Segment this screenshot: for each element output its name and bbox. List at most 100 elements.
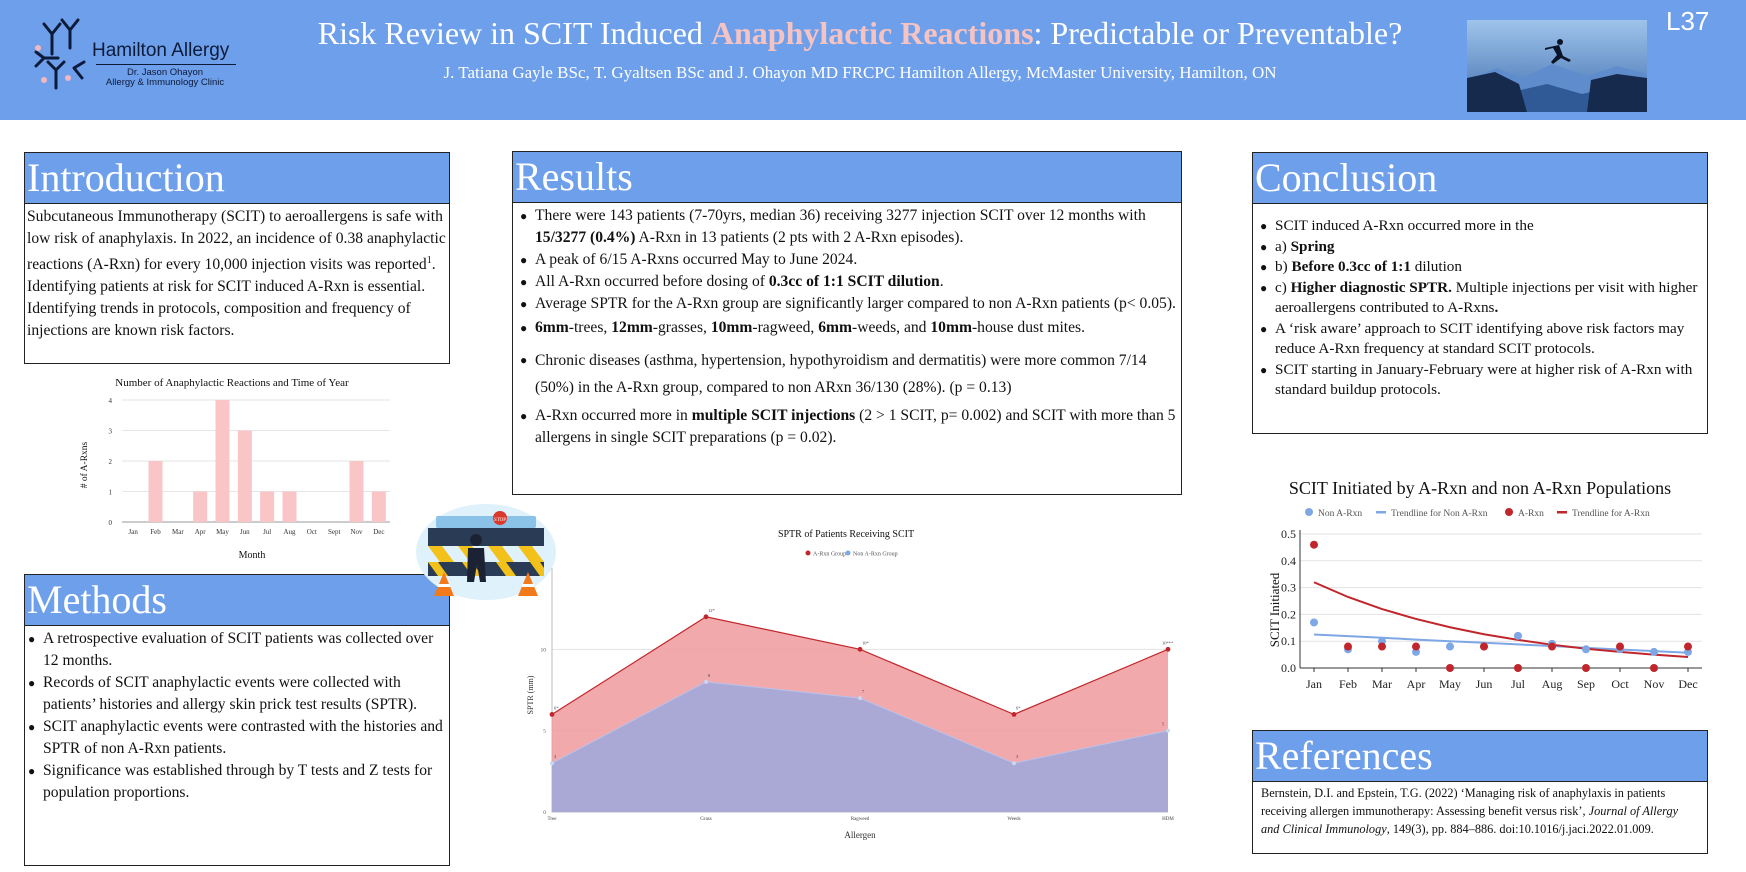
results-bold: 15/3277 (0.4%) <box>535 229 636 246</box>
logo: Hamilton Allergy Dr. Jason Ohayon Allerg… <box>30 18 250 98</box>
methods-body: A retrospective evaluation of SCIT patie… <box>25 626 449 804</box>
bar-xtick-label: Oct <box>307 528 317 536</box>
legend-trend-non-a-rxn-marker <box>1376 511 1386 514</box>
results-body: There were 143 patients (7-70yrs, median… <box>513 203 1181 449</box>
non-a-rxn-point <box>1310 618 1318 627</box>
scatter-xtick-label: May <box>1439 677 1461 691</box>
results-text: All A-Rxn occurred before dosing of <box>535 273 769 290</box>
results-item-multiple: A-Rxn occurred more in multiple SCIT inj… <box>515 405 1179 449</box>
bar-ytick-label: 0 <box>109 519 113 527</box>
results-bold: 12mm <box>611 319 653 336</box>
non-a-rxn-point <box>1012 761 1016 766</box>
results-bold: 10mm <box>930 319 972 336</box>
a-rxn-point <box>1310 540 1318 549</box>
legend-a-rxn-marker <box>1505 508 1513 516</box>
cliff-jump-photo <box>1467 20 1647 112</box>
methods-panel: Methods A retrospective evaluation of SC… <box>24 574 450 866</box>
introduction-text-1: Subcutaneous Immunotherapy (SCIT) to aer… <box>27 208 446 274</box>
results-text: There were 143 patients (7-70yrs, median… <box>535 207 1146 224</box>
scatter-xtick-label: Nov <box>1644 677 1665 691</box>
bar <box>282 491 297 522</box>
introduction-paragraph-2: Identifying patients at risk for SCIT in… <box>27 278 426 340</box>
area-xtick-label: Ragweed <box>851 817 870 822</box>
conclusion-panel: Conclusion SCIT induced A-Rxn occurred m… <box>1252 152 1708 434</box>
legend-trend-a-rxn-label: Trendline for A-Rxn <box>1572 508 1650 519</box>
a-rxn-data-label: 10*** <box>1162 640 1174 645</box>
results-panel: Results There were 143 patients (7-70yrs… <box>512 151 1182 495</box>
area-ytick-label: 0 <box>543 810 546 816</box>
conclusion-item: A ‘risk aware’ approach to SCIT identify… <box>1259 319 1705 360</box>
conclusion-item: b) Before 0.3cc of 1:1 dilution <box>1259 257 1705 278</box>
results-item-patients: There were 143 patients (7-70yrs, median… <box>515 205 1179 249</box>
scatter-ytick-label: 0.0 <box>1281 661 1296 675</box>
bar-xtick-label: Apr <box>195 528 207 536</box>
scatter-xtick-label: Jul <box>1511 677 1526 691</box>
area-ytick-label: 5 <box>543 729 546 735</box>
non-a-rxn-point <box>704 679 708 684</box>
conclusion-bold: Higher diagnostic SPTR. <box>1290 278 1452 296</box>
results-bold: multiple SCIT injections <box>691 407 856 424</box>
a-rxn-point <box>1480 642 1488 651</box>
a-rxn-point <box>549 712 555 717</box>
methods-heading: Methods <box>25 575 449 626</box>
bar <box>237 430 252 522</box>
results-text: -trees, <box>568 319 612 336</box>
results-text: -grasses, <box>652 319 711 336</box>
bar-ytick-label: 2 <box>109 458 113 466</box>
results-text: -ragweed, <box>752 319 819 336</box>
results-bold: 0.3cc of 1:1 SCIT dilution <box>768 273 940 290</box>
bar-chart-ylabel: # of A-Rxns <box>79 441 90 488</box>
results-text: -weeds, and <box>852 319 931 336</box>
introduction-panel: Introduction Subcutaneous Immunotherapy … <box>24 152 450 364</box>
scatter-xtick-label: Sep <box>1577 677 1595 691</box>
conclusion-text: dilution <box>1410 258 1462 275</box>
results-item-chronic: Chronic diseases (asthma, hypertension, … <box>515 347 1179 401</box>
scatter-ytick-label: 0.4 <box>1281 554 1296 568</box>
area-xtick-label: Tree <box>548 817 558 822</box>
results-text: A-Rxn in 13 patients (2 pts with 2 A-Rxn… <box>635 229 964 246</box>
results-bold: 10mm <box>710 319 753 336</box>
introduction-heading: Introduction <box>25 153 449 204</box>
results-item-sizes: 6mm-trees, 12mm-grasses, 10mm-ragweed, 6… <box>515 317 1179 339</box>
construction-illustration: STOP <box>416 504 556 600</box>
a-rxn-point <box>1011 712 1017 717</box>
logo-subtitle: Dr. Jason Ohayon Allergy & Immunology Cl… <box>90 68 240 88</box>
results-text: . <box>939 273 944 290</box>
results-item-sptr: Average SPTR for the A-Rxn group are sig… <box>515 293 1179 315</box>
area-xtick-label: Grass <box>700 817 711 822</box>
legend-non-a-rxn-marker <box>845 550 851 556</box>
a-rxn-data-label: 6* <box>554 705 559 710</box>
methods-list: A retrospective evaluation of SCIT patie… <box>27 628 447 804</box>
conclusion-item: SCIT induced A-Rxn occurred more in the <box>1259 216 1705 237</box>
conclusion-list: SCIT induced A-Rxn occurred more in the … <box>1255 216 1705 401</box>
legend-a-rxn-marker <box>805 550 811 556</box>
header-banner: Hamilton Allergy Dr. Jason Ohayon Allerg… <box>0 0 1746 120</box>
bar-chart-xlabel: Month <box>239 550 266 561</box>
logo-doctor: Dr. Jason Ohayon <box>126 67 204 78</box>
conclusion-item: a) Spring <box>1259 237 1705 258</box>
bar <box>349 461 364 522</box>
area-chart-title: SPTR of Patients Receiving SCIT <box>778 529 914 540</box>
non-a-rxn-point <box>550 761 554 766</box>
a-rxn-point <box>1650 664 1658 672</box>
introduction-paragraph-1: Subcutaneous Immunotherapy (SCIT) to aer… <box>27 206 447 276</box>
non-a-rxn-point <box>1514 631 1522 640</box>
results-item-peak: A peak of 6/15 A-Rxns occurred May to Ju… <box>515 249 1179 271</box>
results-text: A-Rxn occurred more in <box>535 407 692 424</box>
poster-code: L37 <box>1666 6 1710 36</box>
conclusion-item: c) Higher diagnostic SPTR. Multiple inje… <box>1259 278 1705 319</box>
non-a-rxn-point <box>858 696 862 701</box>
a-rxn-point <box>1165 646 1171 652</box>
non-a-rxn-point <box>1650 647 1658 656</box>
methods-item: Records of SCIT anaphylactic events were… <box>27 672 447 716</box>
a-rxn-point <box>1684 642 1692 651</box>
scit-initiated-chart: SCIT Initiated by A-Rxn and non A-Rxn Po… <box>1252 462 1708 702</box>
results-item-dosing: All A-Rxn occurred before dosing of 0.3c… <box>515 271 1179 293</box>
scatter-ytick-label: 0.2 <box>1281 607 1296 621</box>
bar-xtick-label: Feb <box>150 528 161 536</box>
reference-text-end: , 149(3), pp. 884–886. doi:10.1016/j.jac… <box>1386 822 1654 836</box>
bar <box>193 491 208 522</box>
scatter-chart-title: SCIT Initiated by A-Rxn and non A-Rxn Po… <box>1289 478 1671 498</box>
reference-journal: Journal of Allergy and Clinical Immunolo… <box>1261 804 1679 836</box>
anaphylaxis-month-chart: Number of Anaphylactic Reactions and Tim… <box>60 372 400 562</box>
